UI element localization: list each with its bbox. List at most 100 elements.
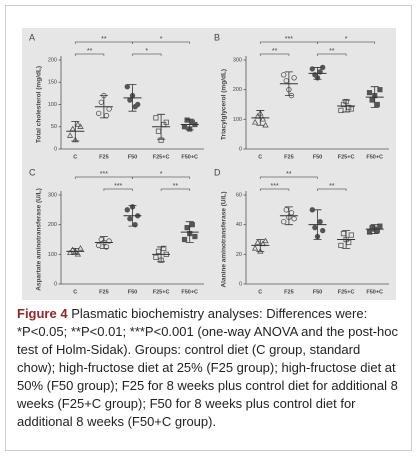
point xyxy=(155,128,162,134)
error-bar xyxy=(71,248,80,255)
y-tick-label: 100 xyxy=(233,117,242,123)
point xyxy=(369,97,375,103)
figure-background xyxy=(22,28,396,300)
caption-label: Figure 4 xyxy=(17,306,68,321)
x-tick-label: F50 xyxy=(128,154,137,160)
x-tick-label: F50 xyxy=(313,154,322,160)
point xyxy=(153,115,159,121)
point xyxy=(95,242,102,249)
error-bar xyxy=(342,99,351,113)
error-bar xyxy=(313,67,322,80)
point xyxy=(340,101,347,108)
y-axis-label: Alanine aminotransferase (U/L) xyxy=(221,191,228,287)
point xyxy=(281,218,287,225)
point xyxy=(281,72,287,78)
x-tick-label: F25 xyxy=(284,289,293,295)
point xyxy=(106,238,112,244)
point xyxy=(262,237,269,244)
significance-label: ** xyxy=(329,183,335,190)
y-tick-label: 200 xyxy=(48,222,57,228)
point xyxy=(340,230,347,237)
point xyxy=(251,244,259,251)
y-tick-label: 0 xyxy=(54,146,57,152)
significance-label: *** xyxy=(114,183,122,190)
point xyxy=(317,218,323,225)
x-tick-label: F50+C xyxy=(366,154,383,160)
point xyxy=(377,223,383,229)
significance-bracket xyxy=(103,188,133,191)
error-bar xyxy=(185,221,194,243)
point xyxy=(254,239,261,245)
error-bar xyxy=(128,204,137,227)
point xyxy=(66,132,74,138)
significance-bracket xyxy=(317,188,347,191)
caption-text: Plasmatic biochemistry analyses: Differe… xyxy=(17,306,398,429)
point xyxy=(134,101,141,108)
point xyxy=(72,136,79,143)
significance-label: *** xyxy=(100,171,108,178)
error-bar xyxy=(284,206,293,226)
significance-label: * xyxy=(345,36,348,43)
error-bar xyxy=(157,113,166,140)
point xyxy=(127,97,133,103)
x-tick-label: F25+C xyxy=(153,154,170,160)
point xyxy=(163,119,169,125)
x-tick-label: C xyxy=(258,289,262,295)
y-tick-label: 300 xyxy=(48,192,57,198)
point xyxy=(259,115,267,122)
y-axis-label: Total cholesterol (mg/dL) xyxy=(36,66,43,143)
point xyxy=(124,207,130,213)
panel-label: B xyxy=(214,32,220,42)
point xyxy=(338,107,344,114)
y-tick-label: 200 xyxy=(48,57,57,63)
error-bar xyxy=(284,71,293,96)
caption: Figure 4 Plasmatic biochemistry analyses… xyxy=(17,305,402,431)
point xyxy=(309,66,315,72)
error-bar xyxy=(256,239,265,252)
x-tick-label: F25 xyxy=(284,154,293,160)
significance-bracket xyxy=(132,176,191,179)
panel-label: C xyxy=(29,167,36,177)
x-tick-label: F50+C xyxy=(181,289,198,295)
error-bar xyxy=(342,230,351,249)
x-tick-label: C xyxy=(258,154,262,160)
y-tick-label: 0 xyxy=(239,146,242,152)
significance-label: ** xyxy=(173,183,179,190)
significance-label: ** xyxy=(101,36,107,43)
y-tick-label: 200 xyxy=(233,87,242,93)
error-bar xyxy=(99,95,108,119)
point xyxy=(127,216,133,222)
y-tick-label: 20 xyxy=(236,252,242,258)
x-tick-label: F50+C xyxy=(181,154,198,160)
x-tick-label: F25+C xyxy=(338,154,355,160)
point xyxy=(184,117,190,123)
point xyxy=(74,121,82,127)
point xyxy=(366,90,373,96)
y-tick-label: 50 xyxy=(51,124,57,130)
significance-label: * xyxy=(160,36,163,43)
point xyxy=(312,224,318,231)
point xyxy=(251,118,259,125)
point xyxy=(338,242,344,249)
error-bar xyxy=(185,118,194,131)
significance-bracket xyxy=(317,41,376,44)
error-bar xyxy=(370,224,379,234)
significance-label: * xyxy=(145,48,148,55)
point xyxy=(95,110,102,117)
significance-bracket xyxy=(132,53,162,56)
point xyxy=(291,216,297,222)
panel-label: A xyxy=(29,32,35,42)
significance-bracket xyxy=(259,53,290,56)
error-bar xyxy=(313,209,322,240)
point xyxy=(366,229,373,235)
significance-bracket xyxy=(259,188,290,191)
point xyxy=(192,233,198,240)
x-tick-label: F50+C xyxy=(366,289,383,295)
y-tick-label: 150 xyxy=(48,80,57,86)
significance-bracket xyxy=(317,53,347,56)
y-tick-label: 100 xyxy=(48,102,57,108)
point xyxy=(124,83,130,90)
panel-label: D xyxy=(214,167,221,177)
